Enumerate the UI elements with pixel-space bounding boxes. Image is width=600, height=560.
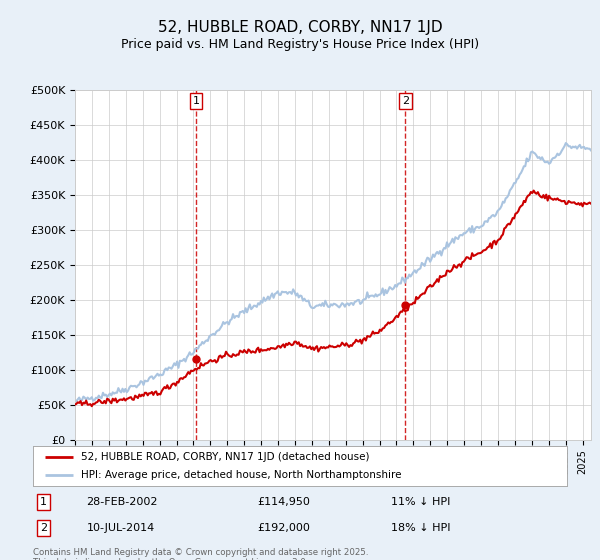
Text: 2: 2 [40, 523, 47, 533]
Text: 2: 2 [402, 96, 409, 106]
Text: 52, HUBBLE ROAD, CORBY, NN17 1JD (detached house): 52, HUBBLE ROAD, CORBY, NN17 1JD (detach… [81, 452, 370, 461]
Text: £114,950: £114,950 [257, 497, 310, 507]
Text: Contains HM Land Registry data © Crown copyright and database right 2025.
This d: Contains HM Land Registry data © Crown c… [33, 548, 368, 560]
Text: 1: 1 [193, 96, 199, 106]
Text: 11% ↓ HPI: 11% ↓ HPI [391, 497, 450, 507]
Text: 10-JUL-2014: 10-JUL-2014 [86, 523, 155, 533]
Text: 1: 1 [40, 497, 47, 507]
Text: HPI: Average price, detached house, North Northamptonshire: HPI: Average price, detached house, Nort… [81, 470, 401, 480]
Text: £192,000: £192,000 [257, 523, 310, 533]
Text: 28-FEB-2002: 28-FEB-2002 [86, 497, 158, 507]
Text: 18% ↓ HPI: 18% ↓ HPI [391, 523, 450, 533]
Text: Price paid vs. HM Land Registry's House Price Index (HPI): Price paid vs. HM Land Registry's House … [121, 38, 479, 51]
Text: 52, HUBBLE ROAD, CORBY, NN17 1JD: 52, HUBBLE ROAD, CORBY, NN17 1JD [158, 20, 442, 35]
